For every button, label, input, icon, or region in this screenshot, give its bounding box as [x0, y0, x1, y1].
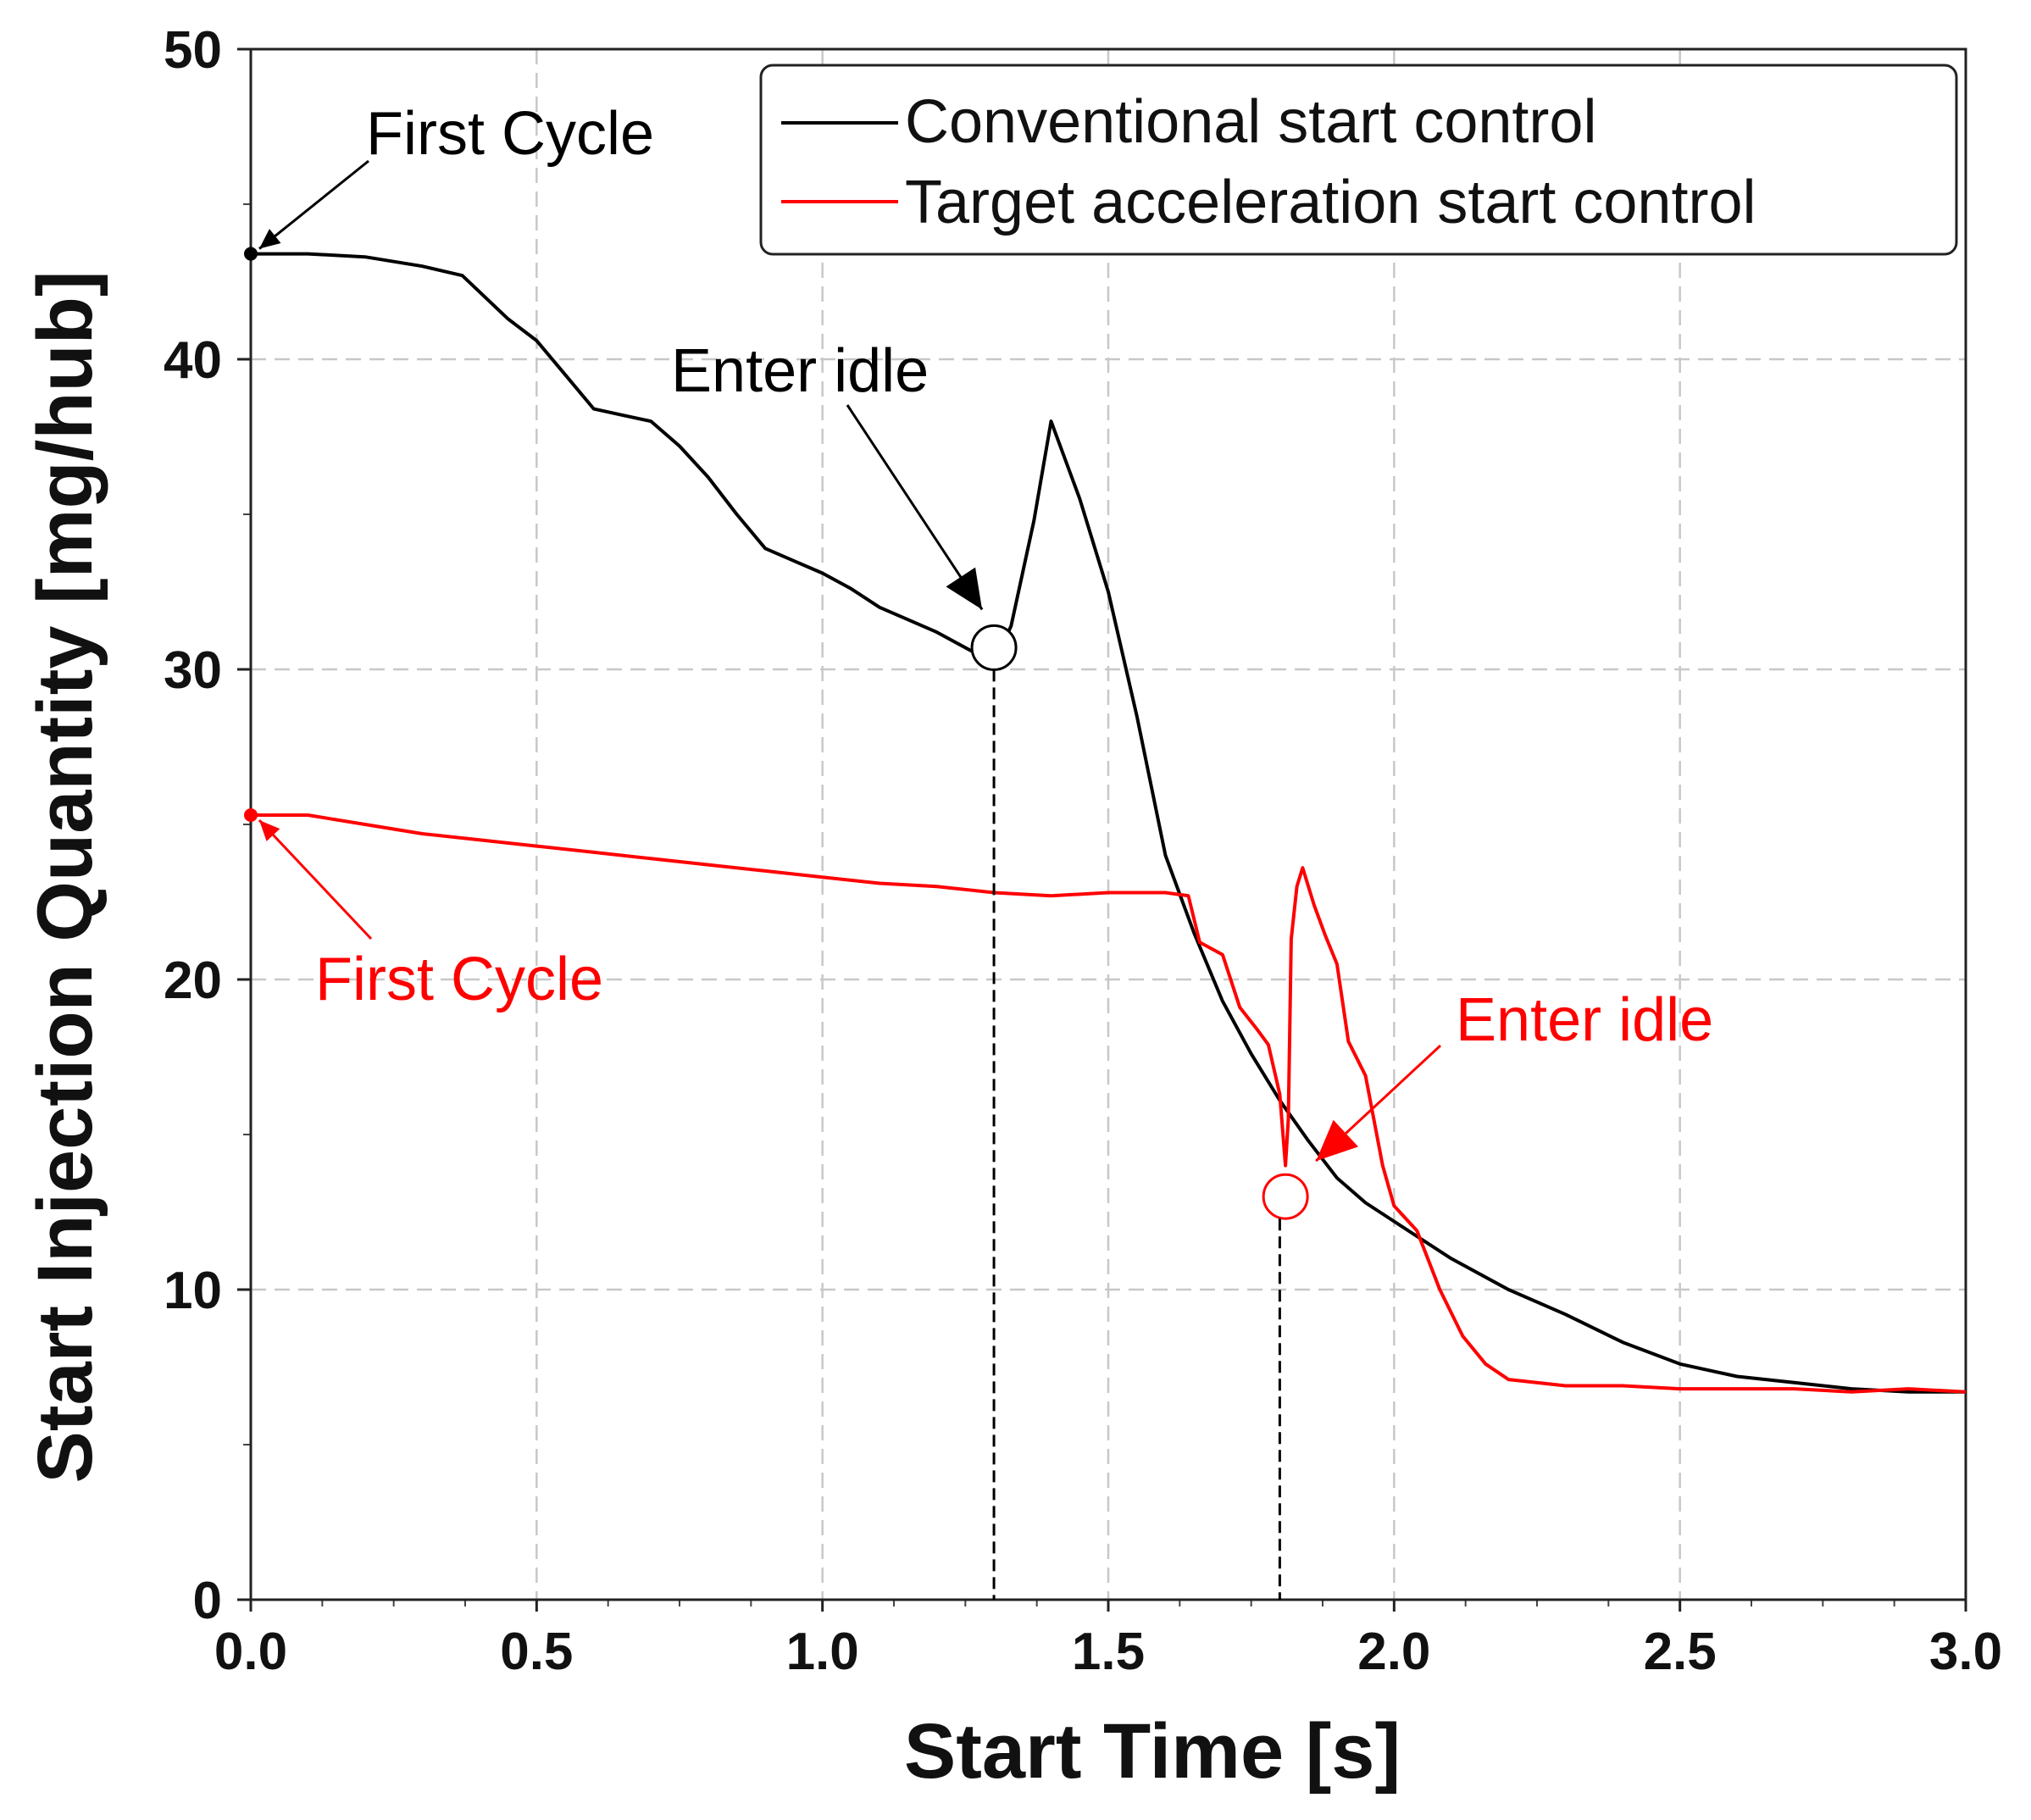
plot-frame — [249, 47, 1967, 1601]
x-tick-label: 1.0 — [786, 1623, 859, 1681]
annotation-first-cycle-target: First Cycle — [315, 946, 603, 1013]
y-tick-label: 50 — [164, 21, 222, 80]
series-lines — [244, 247, 1967, 1394]
y-tick-label: 30 — [164, 641, 222, 700]
legend: Conventional start control Target accele… — [759, 64, 1958, 256]
arrow-first-cycle-conventional-shaft — [258, 159, 369, 250]
annotation-enter-idle-conventional: Enter idle — [671, 337, 929, 405]
series-line-target — [251, 813, 1967, 1394]
y-axis-title: Start Injection Quantity [mg/hub] — [22, 270, 108, 1483]
arrow-enter-idle-conventional-shaft — [846, 404, 984, 611]
arrow-first-cycle-target-shaft — [258, 818, 373, 941]
grid — [251, 49, 1966, 1600]
x-tick-label: 0.5 — [500, 1623, 573, 1681]
y-tick-label: 0 — [193, 1572, 222, 1630]
y-tick-label: 10 — [164, 1262, 222, 1320]
arrow-enter-idle-target-head — [1316, 1119, 1359, 1162]
x-axis-title: Start Time [s] — [904, 1708, 1401, 1795]
enter-idle-marker-target — [1262, 1173, 1309, 1220]
series-line-conventional — [251, 252, 1966, 1394]
enter-idle-marker-conventional — [970, 624, 1018, 671]
x-tick-label: 2.5 — [1644, 1623, 1717, 1681]
legend-box — [759, 64, 1958, 256]
arrow-first-cycle-target-head — [259, 820, 280, 841]
legend-label-target: Target acceleration start control — [905, 169, 1756, 236]
x-tick-label: 0.0 — [214, 1623, 287, 1681]
y-tick-label: 40 — [164, 331, 222, 390]
first-cycle-marker — [244, 247, 258, 261]
x-tick-label: 2.0 — [1357, 1623, 1430, 1681]
x-tick-label: 3.0 — [1929, 1623, 2002, 1681]
axes: 0.0 0.5 1.0 1.5 2.0 2.5 3.0 0 10 20 30 40 50 — [164, 21, 2002, 1681]
first-cycle-marker — [244, 808, 258, 823]
annotation-enter-idle-target: Enter idle — [1456, 986, 1713, 1054]
annotations — [258, 159, 1442, 1600]
x-tick-label: 1.5 — [1072, 1623, 1145, 1681]
y-tick-label: 20 — [164, 952, 222, 1010]
annotation-first-cycle-conventional: First Cycle — [366, 100, 654, 168]
legend-label-conventional: Conventional start control — [905, 88, 1596, 156]
arrow-enter-idle-conventional-head — [946, 567, 983, 610]
arrow-first-cycle-conventional-head — [259, 229, 281, 249]
